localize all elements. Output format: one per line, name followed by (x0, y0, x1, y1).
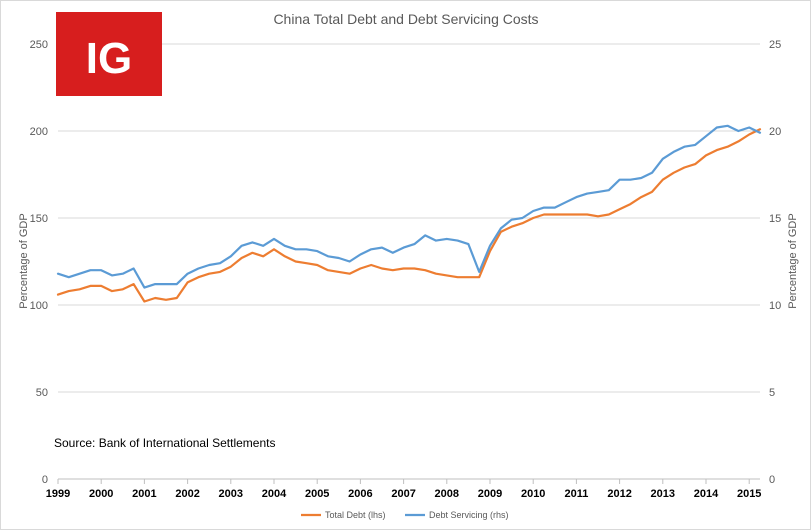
right-tick-label: 0 (769, 474, 775, 486)
logo-background (56, 12, 162, 96)
x-tick-label: 2003 (219, 488, 243, 500)
source-note: Source: Bank of International Settlement… (54, 436, 275, 450)
x-tick-label: 2013 (651, 488, 675, 500)
left-tick-label: 100 (30, 300, 48, 312)
x-tick-label: 2007 (391, 488, 415, 500)
x-tick-label: 2002 (175, 488, 199, 500)
series-line-total-debt (56, 128, 762, 303)
legend: Total Debt (lhs) Debt Servicing (rhs) (301, 510, 509, 520)
right-axis-label: Percentage of GDP (787, 213, 799, 308)
series-lines (56, 124, 762, 303)
right-tick-label: 5 (769, 387, 775, 399)
right-tick-label: 25 (769, 39, 781, 51)
right-tick-label: 15 (769, 213, 781, 225)
logo-text: IG (86, 34, 132, 83)
right-axis-ticks: 0 5 10 15 20 25 (769, 39, 781, 486)
ig-logo: IG (56, 12, 162, 96)
left-tick-label: 250 (30, 39, 48, 51)
gridlines (58, 43, 760, 393)
x-tick-label: 2001 (132, 488, 156, 500)
x-tick-label: 2005 (305, 488, 329, 500)
left-tick-label: 150 (30, 213, 48, 225)
x-tick-label: 2000 (89, 488, 113, 500)
right-tick-label: 10 (769, 300, 781, 312)
x-tick-label: 2012 (607, 488, 631, 500)
left-tick-label: 50 (36, 387, 48, 399)
legend-label: Debt Servicing (rhs) (429, 510, 509, 520)
x-axis-ticks: 1999 2000 2001 2002 2003 2004 2005 2006 2007 2008… (46, 479, 761, 500)
x-tick-label: 2006 (348, 488, 372, 500)
x-tick-label: 2009 (478, 488, 502, 500)
x-tick-label: 2015 (737, 488, 761, 500)
left-tick-label: 0 (42, 474, 48, 486)
series-line-debt-servicing (56, 124, 762, 289)
x-tick-label: 2011 (564, 488, 588, 500)
chart-title: China Total Debt and Debt Servicing Cost… (273, 11, 538, 27)
x-tick-label: 1999 (46, 488, 70, 500)
x-tick-label: 2010 (521, 488, 545, 500)
right-tick-label: 20 (769, 126, 781, 138)
legend-label: Total Debt (lhs) (325, 510, 386, 520)
x-tick-label: 2008 (435, 488, 459, 500)
x-tick-label: 2004 (262, 488, 287, 500)
x-tick-label: 2014 (694, 488, 719, 500)
left-axis-label: Percentage of GDP (18, 213, 30, 308)
left-axis-ticks: 0 50 100 150 200 250 (30, 39, 48, 486)
left-tick-label: 200 (30, 126, 48, 138)
